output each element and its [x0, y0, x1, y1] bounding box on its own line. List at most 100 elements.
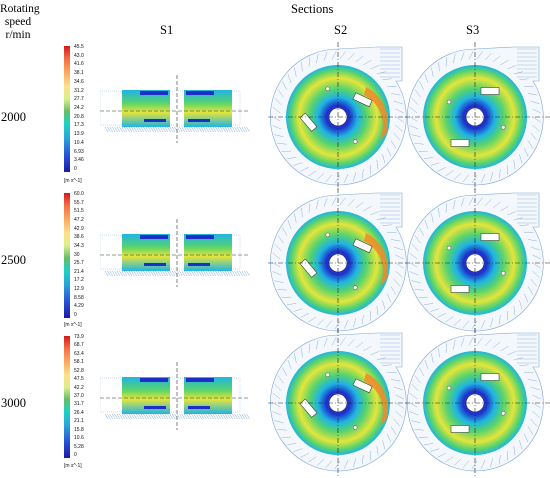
legend-tick-label: 42.9 — [74, 227, 84, 232]
s1-vector-line — [172, 271, 175, 276]
legend-colorbar — [64, 46, 70, 172]
s1-vector-line — [235, 414, 238, 419]
s1-vector-line — [206, 127, 209, 132]
s1-vector-line — [146, 414, 149, 419]
legend-tick-label: 17.3 — [74, 123, 84, 128]
s1-vector-line — [136, 271, 139, 276]
s1-vector-line — [160, 271, 163, 276]
s1-vector-line — [160, 127, 163, 132]
s1-vector-line — [139, 414, 142, 419]
legend-colorbar — [64, 336, 70, 458]
s1-vector-line — [124, 271, 127, 276]
legend-tick-label: 73.9 — [74, 335, 84, 340]
s1-vector-line — [244, 414, 247, 419]
blade-pin — [501, 271, 505, 275]
s1-vector-line — [187, 271, 190, 276]
legend-tick-label: 52.8 — [74, 369, 84, 374]
s1-vector-line — [199, 414, 202, 419]
s1-vector-line — [122, 414, 125, 419]
s1-vector-line — [143, 127, 146, 132]
s1-vector-line — [105, 127, 108, 132]
legend-unit: [m s^-1] — [64, 322, 82, 328]
s1-vector-line — [172, 127, 175, 132]
s1-vector-line — [112, 127, 115, 132]
blade-pin — [326, 233, 330, 237]
s1-vector-line — [201, 127, 204, 132]
column-header-s2: S2 — [334, 23, 347, 38]
s1-vector-line — [218, 127, 221, 132]
s1-vector-line — [167, 271, 170, 276]
legend-tick-label: 0 — [74, 167, 77, 172]
s1-vector-line — [213, 127, 216, 132]
s1-vector-line — [215, 271, 218, 276]
s1-blade-top-right — [186, 91, 214, 95]
s1-vector-line — [213, 271, 216, 276]
s1-vector-line — [143, 414, 146, 419]
s1-vector-line — [189, 127, 192, 132]
legend-tick-label: 37.0 — [74, 394, 84, 399]
blade-pin — [447, 386, 451, 390]
legend-tick-label: 27.7 — [74, 97, 84, 102]
blade-pin — [326, 87, 330, 91]
s1-vector-line — [167, 414, 170, 419]
s1-vector-line — [227, 127, 230, 132]
legend-tick-label: 51.5 — [74, 209, 84, 214]
s1-vector-line — [105, 271, 108, 276]
s1-vector-line — [213, 414, 216, 419]
s1-vector-line — [201, 414, 204, 419]
s1-vector-line — [110, 414, 113, 419]
s1-vector-line — [182, 271, 185, 276]
s1-vector-line — [110, 127, 113, 132]
s1-vector-line — [215, 414, 218, 419]
s1-vector-line — [127, 127, 130, 132]
s1-vector-line — [131, 271, 134, 276]
s1-vector-line — [158, 414, 161, 419]
s1-vector-line — [107, 271, 110, 276]
legend-tick-label: 31.2 — [74, 89, 84, 94]
blade-pin — [501, 411, 505, 415]
row-axis-label: Rotating speed r/min — [0, 3, 36, 42]
s1-vector-line — [230, 127, 233, 132]
s1-vector-line — [158, 127, 161, 132]
s1-vector-line — [187, 414, 190, 419]
s1-vector-line — [127, 271, 130, 276]
s1-vector-line — [223, 127, 226, 132]
s1-vector-line — [232, 414, 235, 419]
s1-vector-line — [127, 414, 130, 419]
s1-vector-line — [115, 414, 118, 419]
s1-vector-line — [148, 127, 151, 132]
s2-section-3000 — [268, 328, 418, 478]
s1-vector-line — [148, 271, 151, 276]
s1-blade-bottom-right — [188, 406, 210, 409]
s1-vector-line — [239, 271, 242, 276]
legend-tick-label: 55.7 — [74, 201, 84, 206]
s1-vector-line — [247, 414, 250, 419]
s1-vector-line — [158, 271, 161, 276]
s1-vector-line — [155, 127, 158, 132]
s1-vector-line — [151, 271, 154, 276]
s1-blade-bottom-left — [144, 406, 166, 409]
s1-blade-bottom-right — [188, 119, 210, 122]
s1-vector-line — [223, 414, 226, 419]
s1-vector-line — [170, 414, 173, 419]
s1-vector-line — [242, 127, 245, 132]
legend-tick-label: 38.6 — [74, 235, 84, 240]
s1-vector-line — [203, 271, 206, 276]
s1-vector-line — [165, 271, 168, 276]
s1-vector-line — [196, 127, 199, 132]
s1-blade-bottom-left — [144, 263, 166, 266]
s1-vector-line — [182, 414, 185, 419]
s1-vector-line — [177, 414, 180, 419]
s1-vector-line — [117, 271, 120, 276]
s1-vector-line — [225, 271, 228, 276]
s1-vector-line — [230, 414, 233, 419]
s1-vector-line — [117, 127, 120, 132]
s1-vector-line — [179, 414, 182, 419]
s1-vector-line — [163, 271, 166, 276]
s1-blade-top-right — [186, 378, 214, 382]
s1-vector-line — [143, 271, 146, 276]
s1-vector-line — [129, 271, 132, 276]
s1-vector-line — [184, 271, 187, 276]
impeller-blade — [481, 234, 499, 241]
legend-colorbar — [64, 193, 70, 318]
